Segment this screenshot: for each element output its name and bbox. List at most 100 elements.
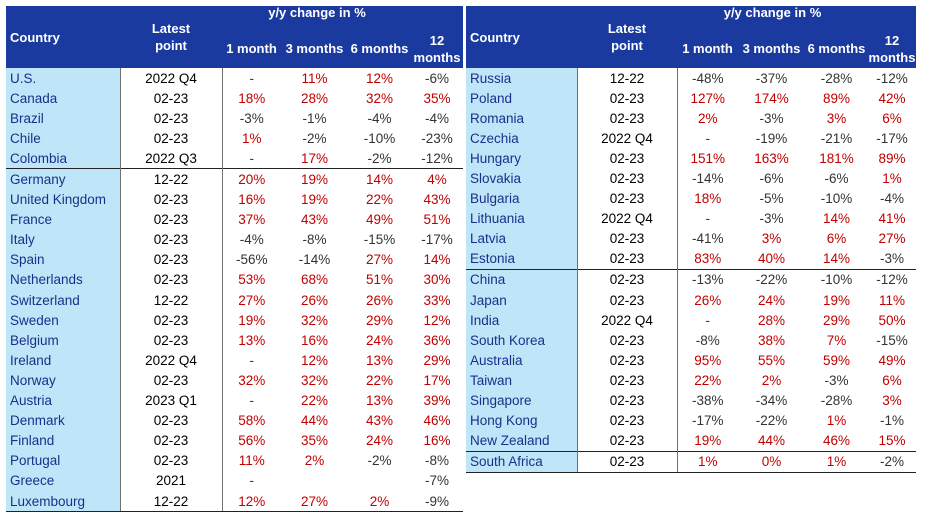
change-1-month-cell: 11% bbox=[238, 453, 265, 469]
country-cell: Canada bbox=[6, 88, 121, 109]
change-3-months-cell: 55% bbox=[757, 352, 786, 368]
country-cell: Russia bbox=[466, 68, 578, 89]
country-cell: Latvia bbox=[466, 228, 578, 249]
table-row: Norway 02-23 32% 32% 22% 17% bbox=[6, 370, 463, 391]
latest-point-cell: 02-23 bbox=[577, 148, 678, 169]
latest-point-cell: 02-23 bbox=[577, 370, 678, 391]
change-3-months-cell: 32% bbox=[300, 312, 329, 328]
table-row: Czechia 2022 Q4 - -19% -21% -17% bbox=[466, 128, 916, 149]
change-1-month-cell: 151% bbox=[690, 150, 726, 166]
table-row: New Zealand 02-23 19% 44% 46% 15% bbox=[466, 430, 916, 452]
change-3-months-cell: 26% bbox=[300, 292, 329, 308]
change-12-months-cell: -2% bbox=[868, 450, 916, 473]
change-3-months-cell: 68% bbox=[300, 272, 329, 288]
table-row: Colombia 2022 Q3 - 17% -2% -12% bbox=[6, 148, 463, 169]
change-1-month-cell: 83% bbox=[694, 251, 722, 267]
change-3-months-cell: 0% bbox=[738, 450, 805, 473]
change-12-months-cell: 11% bbox=[878, 292, 906, 308]
country-cell: Poland bbox=[466, 88, 578, 109]
change-1-month-cell: 18% bbox=[238, 90, 266, 106]
latest-point-cell: 02-23 bbox=[577, 168, 678, 189]
change-1-month-cell: -56% bbox=[235, 252, 268, 268]
latest-point-cell: 02-23 bbox=[577, 290, 678, 311]
change-3-months-cell: 38% bbox=[757, 332, 786, 348]
change-12-months-cell: -23% bbox=[421, 130, 453, 146]
country-cell: Australia bbox=[466, 350, 578, 371]
change-12-months-cell: -3% bbox=[879, 251, 904, 267]
country-cell: South Africa bbox=[466, 450, 578, 473]
header-12-line1: 12 bbox=[429, 33, 445, 48]
country-cell: Taiwan bbox=[466, 370, 578, 391]
change-6-months-cell: -21% bbox=[820, 130, 853, 146]
change-1-month-cell: - bbox=[249, 473, 255, 489]
latest-point-cell: 12-22 bbox=[120, 490, 223, 513]
table-left: Country Latest point y/y change in % 1 m… bbox=[6, 5, 463, 513]
change-12-months-cell: -6% bbox=[424, 70, 449, 86]
change-3-months-cell: -14% bbox=[298, 252, 331, 268]
table-row: Slovakia 02-23 -14% -6% -6% 1% bbox=[466, 168, 916, 189]
table-row: Poland 02-23 127% 174% 89% 42% bbox=[466, 88, 916, 109]
change-1-month-cell: 16% bbox=[238, 192, 266, 208]
change-12-months-cell: 4% bbox=[411, 168, 463, 190]
latest-point-cell: 12-22 bbox=[120, 290, 223, 311]
change-3-months-cell: -34% bbox=[755, 393, 788, 409]
change-6-months-cell: 29% bbox=[365, 312, 394, 328]
latest-point-cell: 02-23 bbox=[120, 330, 223, 351]
latest-point-cell: 02-23 bbox=[120, 128, 223, 149]
table-row: Romania 02-23 2% -3% 3% 6% bbox=[466, 108, 916, 129]
table-row: Russia 12-22 -48% -37% -28% -12% bbox=[466, 68, 916, 89]
header-12-line1: 12 bbox=[884, 33, 900, 48]
country-cell: Ireland bbox=[6, 350, 121, 371]
change-3-months-cell: -3% bbox=[759, 211, 784, 227]
change-6-months-cell bbox=[348, 471, 411, 491]
latest-point-cell: 02-23 bbox=[577, 268, 678, 291]
change-12-months-cell: -8% bbox=[424, 453, 449, 469]
change-6-months-cell: 29% bbox=[822, 312, 851, 328]
latest-point-cell: 2022 Q4 bbox=[577, 128, 678, 149]
change-1-month-cell: 20% bbox=[222, 168, 281, 190]
change-1-month-cell: 18% bbox=[694, 191, 722, 207]
table-left-body: U.S. 2022 Q4-11% 12% -6% Canada 02-23 18% 28% 32… bbox=[6, 68, 463, 513]
change-12-months-cell: 30% bbox=[423, 272, 451, 288]
change-1-month-cell: -14% bbox=[691, 171, 724, 187]
change-1-month-cell: 12% bbox=[222, 490, 281, 513]
table-row: Finland 02-23 56% 35% 24% 16% bbox=[6, 430, 463, 451]
country-cell: Spain bbox=[6, 249, 121, 270]
latest-point-cell: 2021 bbox=[120, 470, 223, 491]
change-12-months-cell: 17% bbox=[423, 372, 451, 388]
change-3-months-cell: 16% bbox=[300, 332, 329, 348]
change-3-months-cell: -1% bbox=[302, 110, 327, 126]
change-3-months-cell bbox=[281, 471, 348, 491]
change-6-months-cell: 14% bbox=[822, 251, 851, 267]
change-1-month-cell: -13% bbox=[677, 268, 738, 291]
table-row: Estonia 02-23 83% 40% 14% -3% bbox=[466, 248, 916, 270]
change-1-month-cell: 1% bbox=[677, 450, 738, 473]
change-1-month-cell: -48% bbox=[691, 70, 724, 86]
table-row: Lithuania 2022 Q4 - -3% 14% 41% bbox=[466, 208, 916, 229]
change-3-months-cell: 44% bbox=[757, 433, 786, 449]
change-6-months-cell: 89% bbox=[822, 90, 851, 106]
change-3-months-cell: 40% bbox=[757, 251, 786, 267]
change-1-month-cell: 58% bbox=[238, 413, 266, 429]
change-6-months-cell: 59% bbox=[822, 352, 851, 368]
change-6-months-cell: 51% bbox=[365, 272, 394, 288]
change-12-months-cell: 6% bbox=[882, 372, 902, 388]
change-12-months-cell: -9% bbox=[411, 490, 463, 513]
latest-point-cell: 02-23 bbox=[577, 228, 678, 249]
table-row: Sweden 02-23 19% 32% 29% 12% bbox=[6, 310, 463, 331]
change-6-months-cell: 1% bbox=[826, 413, 847, 429]
table-row: South Africa 02-23 1% 0% 1% -2% bbox=[466, 450, 916, 473]
change-3-months-cell: 32% bbox=[300, 372, 329, 388]
change-12-months-cell: 27% bbox=[878, 231, 906, 247]
table-row: Spain 02-23 -56% -14% 27% 14% bbox=[6, 249, 463, 270]
header-12-months: 12 months bbox=[411, 6, 463, 68]
latest-point-cell: 02-23 bbox=[120, 189, 223, 210]
change-3-months-cell: 19% bbox=[300, 192, 329, 208]
change-1-month-cell: - bbox=[249, 70, 255, 86]
latest-point-cell: 02-23 bbox=[577, 188, 678, 209]
latest-point-cell: 02-23 bbox=[577, 350, 678, 371]
change-6-months-cell: -28% bbox=[820, 70, 853, 86]
change-12-months-cell: 50% bbox=[878, 312, 906, 328]
latest-point-cell: 2022 Q4 bbox=[120, 350, 223, 371]
change-6-months-cell: 24% bbox=[365, 332, 394, 348]
